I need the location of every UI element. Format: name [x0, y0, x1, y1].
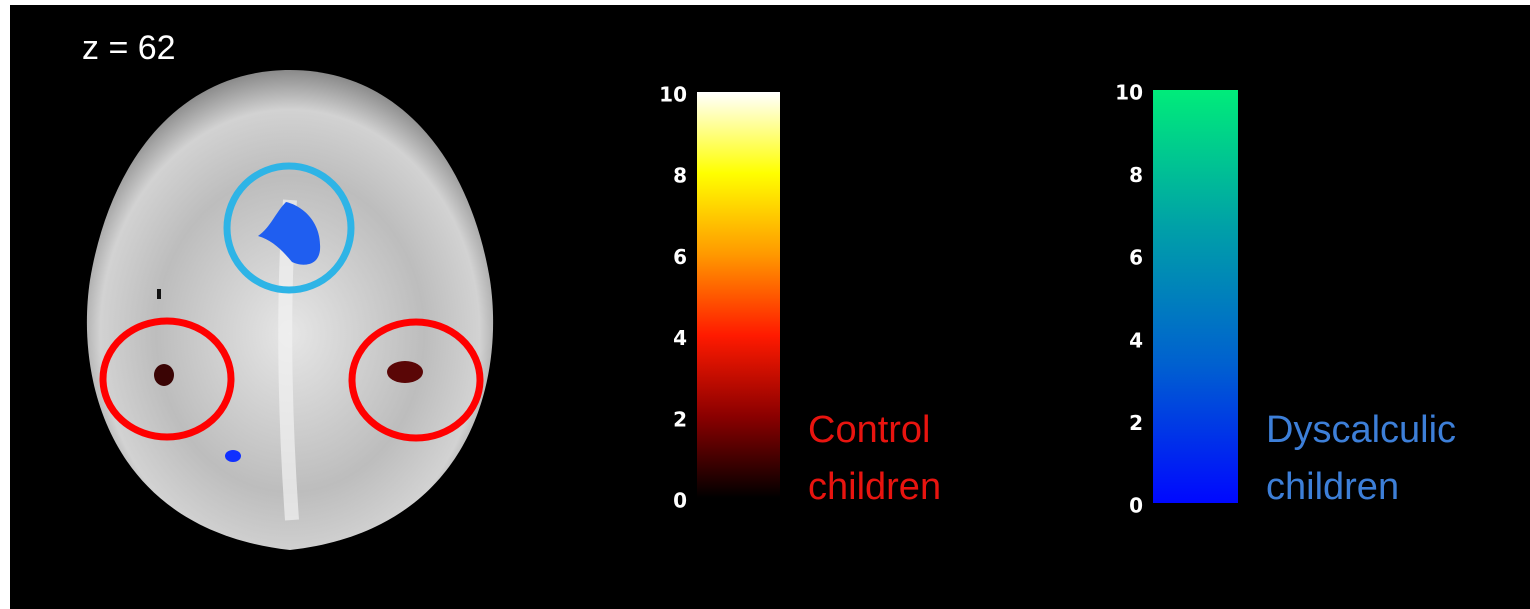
brain-slice [87, 70, 493, 550]
colorbar-label: Control [808, 409, 931, 451]
tick-label: 2 [673, 407, 687, 431]
red-activation [154, 364, 174, 386]
tick-label: 10 [659, 83, 687, 107]
blue-activation [225, 450, 241, 462]
tick-label: 0 [673, 489, 687, 513]
colorbar [1153, 90, 1238, 503]
tick-label: 8 [1129, 163, 1143, 187]
tick-label: 6 [673, 245, 687, 269]
red-activation [387, 361, 423, 383]
colorbar-label: children [1266, 466, 1399, 508]
tick-label: 2 [1129, 411, 1143, 435]
slice-label: z = 62 [82, 29, 176, 67]
colorbar-label: children [808, 466, 941, 508]
tick-label: 4 [1129, 328, 1143, 352]
tick-label: 10 [1115, 81, 1143, 105]
colorbar-label: Dyscalculic [1266, 409, 1456, 451]
tick-label: 8 [673, 164, 687, 188]
tick-label: 6 [1129, 246, 1143, 270]
tick-label: 4 [673, 326, 687, 350]
tick-label: 0 [1129, 494, 1143, 518]
colorbar [697, 92, 780, 498]
activation [157, 289, 161, 299]
figure: z = 62 0 2 4 6 8 10 Control children 0 2 4 6 8 10 Dysc… [0, 0, 1530, 609]
